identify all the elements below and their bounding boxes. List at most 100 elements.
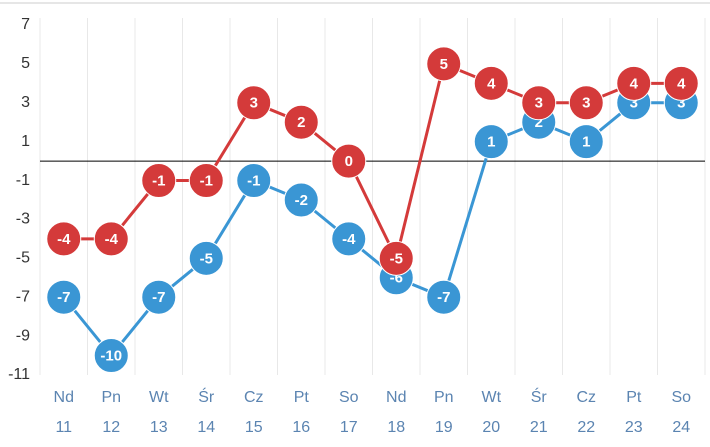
marker <box>46 279 82 315</box>
marker <box>378 240 414 276</box>
data-label: 1 <box>487 134 495 151</box>
marker <box>141 279 177 315</box>
x-tick-label: 23 <box>625 419 643 436</box>
x-tick-label: Wt <box>149 389 169 406</box>
data-label: -10 <box>100 348 122 365</box>
data-point: -4 <box>46 221 82 257</box>
x-tick-label: 19 <box>435 419 453 436</box>
data-point: 3 <box>521 85 557 121</box>
data-label: 4 <box>487 75 496 92</box>
y-tick-label: 3 <box>21 94 30 111</box>
marker <box>46 221 82 257</box>
marker <box>331 221 367 257</box>
y-tick-label: 7 <box>21 16 30 33</box>
data-label: -4 <box>342 231 356 248</box>
marker <box>568 85 604 121</box>
x-tick-label: 24 <box>672 419 690 436</box>
x-tick-label: Pt <box>294 389 310 406</box>
y-tick-label: 1 <box>21 133 30 150</box>
marker <box>331 143 367 179</box>
data-label: 5 <box>440 56 448 73</box>
data-label: 3 <box>535 95 543 112</box>
x-tick-label: Śr <box>198 387 215 406</box>
data-label: -1 <box>247 173 260 190</box>
data-point: -7 <box>141 279 177 315</box>
x-tick-label: 15 <box>245 419 263 436</box>
marker <box>236 163 272 199</box>
data-point: -7 <box>46 279 82 315</box>
marker <box>283 182 319 218</box>
marker <box>188 163 224 199</box>
data-label: 3 <box>250 95 258 112</box>
marker <box>426 46 462 82</box>
data-point: 3 <box>568 85 604 121</box>
data-point: 4 <box>616 65 652 101</box>
data-point: -5 <box>188 240 224 276</box>
marker <box>568 124 604 160</box>
x-tick-label: So <box>671 389 691 406</box>
marker <box>663 65 699 101</box>
data-point: 1 <box>473 124 509 160</box>
data-point: -1 <box>141 163 177 199</box>
data-label: 3 <box>630 95 638 112</box>
data-label: -7 <box>152 289 165 306</box>
data-point: -4 <box>93 221 129 257</box>
data-label: -1 <box>152 173 165 190</box>
x-tick-label: 12 <box>102 419 120 436</box>
x-tick-label: 22 <box>577 419 595 436</box>
data-label: -4 <box>57 231 71 248</box>
data-label: 3 <box>582 95 590 112</box>
data-label: -2 <box>295 192 308 209</box>
y-tick-label: -7 <box>16 288 30 305</box>
x-tick-label: Pt <box>626 389 642 406</box>
data-point: 2 <box>283 104 319 140</box>
data-point: 4 <box>663 65 699 101</box>
data-point: 1 <box>568 124 604 160</box>
y-tick-label: -9 <box>16 327 30 344</box>
x-tick-label: 18 <box>387 419 405 436</box>
data-point: -5 <box>378 240 414 276</box>
x-tick-label: 14 <box>197 419 215 436</box>
x-tick-label: Cz <box>576 389 596 406</box>
marker <box>473 65 509 101</box>
data-label: 3 <box>677 95 685 112</box>
marker <box>236 85 272 121</box>
marker <box>283 104 319 140</box>
x-tick-label: 11 <box>55 419 72 436</box>
x-tick-label: Cz <box>244 389 264 406</box>
y-tick-label: -11 <box>8 366 30 383</box>
data-label: -7 <box>57 289 70 306</box>
data-point: -4 <box>331 221 367 257</box>
data-label: -5 <box>200 250 213 267</box>
x-tick-label: Pn <box>434 389 454 406</box>
data-point: -10 <box>93 338 129 374</box>
marker <box>93 221 129 257</box>
x-tick-label: Wt <box>481 389 501 406</box>
data-point: 4 <box>473 65 509 101</box>
x-tick-label: Pn <box>101 389 121 406</box>
x-tick-label: So <box>339 389 359 406</box>
x-tick-label: 16 <box>292 419 310 436</box>
data-label: 2 <box>297 114 305 131</box>
x-tick-label: 20 <box>482 419 500 436</box>
data-label: -5 <box>390 250 403 267</box>
data-label: 4 <box>630 75 639 92</box>
x-tick-label: 17 <box>340 419 358 436</box>
data-label: -7 <box>437 289 450 306</box>
data-label: 4 <box>677 75 686 92</box>
marker <box>426 279 462 315</box>
data-point: 5 <box>426 46 462 82</box>
data-point: 3 <box>236 85 272 121</box>
y-tick-label: -5 <box>16 250 30 267</box>
x-tick-label: Śr <box>531 387 548 406</box>
data-label: 2 <box>535 114 543 131</box>
x-tick-label: Nd <box>386 389 406 406</box>
marker <box>93 338 129 374</box>
data-label: -1 <box>200 173 213 190</box>
marker <box>141 163 177 199</box>
data-label: 0 <box>345 153 353 170</box>
x-tick-label: 21 <box>530 419 548 436</box>
data-point: -7 <box>426 279 462 315</box>
data-point: -2 <box>283 182 319 218</box>
